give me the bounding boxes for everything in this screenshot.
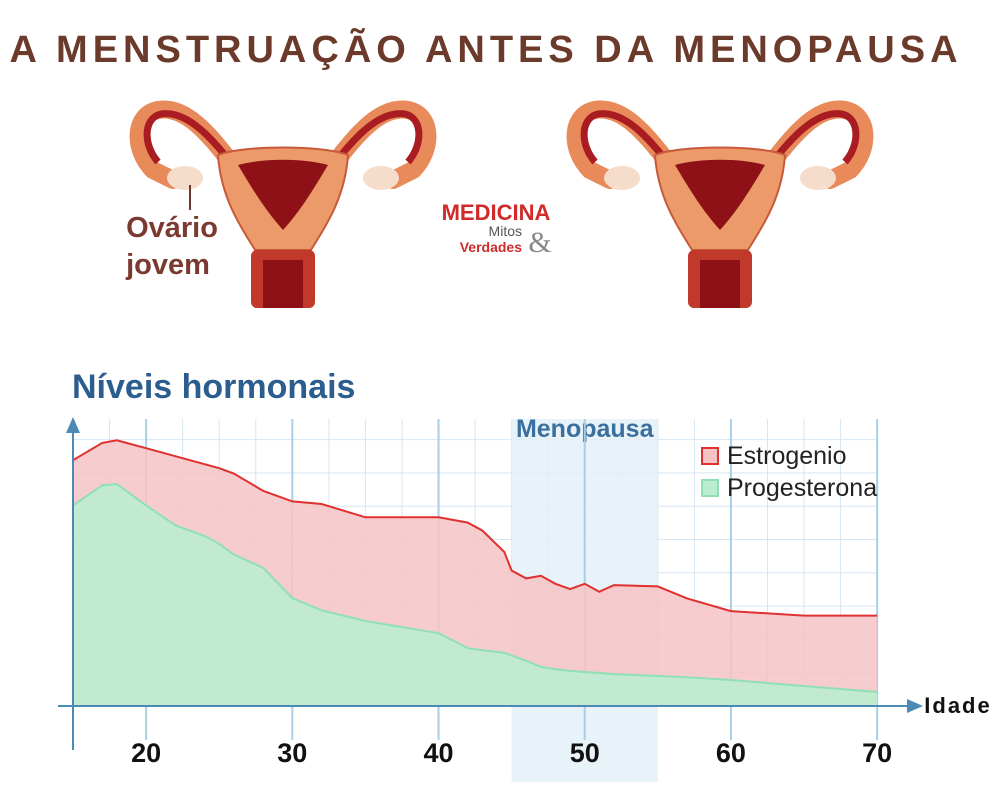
x-tick-label: 60 bbox=[716, 738, 746, 768]
x-tick-label: 40 bbox=[423, 738, 453, 768]
area-line bbox=[72, 483, 878, 693]
area-fill bbox=[73, 484, 878, 706]
area-line bbox=[72, 439, 878, 617]
x-axis-arrow bbox=[907, 699, 923, 713]
logo-line: Verdades bbox=[460, 239, 522, 255]
ovary-label: jovem bbox=[125, 249, 210, 281]
x-tick-label: 50 bbox=[570, 738, 600, 768]
legend-swatch bbox=[701, 479, 719, 497]
logo-name: MEDICINA bbox=[442, 200, 551, 225]
uterus-illustration bbox=[576, 110, 865, 308]
legend-label: Progesterona bbox=[727, 474, 877, 502]
x-axis-label: Idade bbox=[924, 693, 991, 718]
page-title: A MENSTRUAÇÃO ANTES DA MENOPAUSA bbox=[9, 27, 962, 71]
legend-swatch bbox=[701, 447, 719, 465]
y-axis-arrow bbox=[66, 417, 80, 433]
chart-title: Níveis hormonais bbox=[72, 368, 355, 406]
x-tick-label: 70 bbox=[862, 738, 892, 768]
ovary-label: Ovário bbox=[126, 212, 218, 244]
logo-symbol: & bbox=[528, 226, 551, 259]
legend-label: Estrogenio bbox=[727, 442, 847, 470]
x-tick-label: 20 bbox=[131, 738, 161, 768]
logo-line: Mitos bbox=[489, 223, 522, 239]
x-tick-label: 30 bbox=[277, 738, 307, 768]
